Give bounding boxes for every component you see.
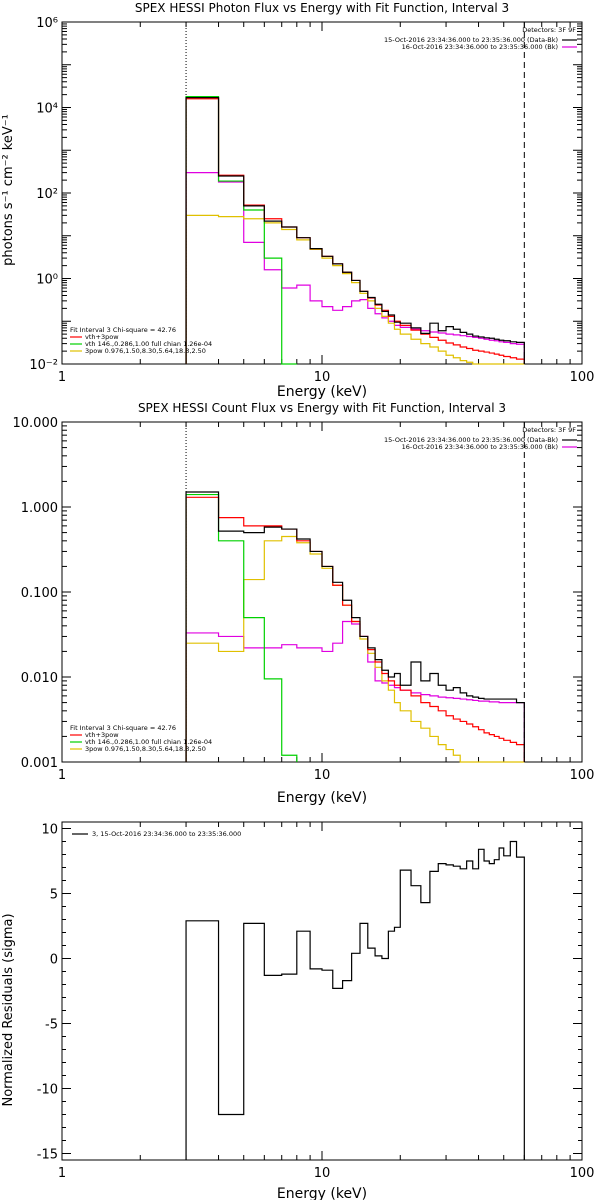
- count-flux-chart: SPEX HESSI Count Flux vs Energy with Fit…: [13, 401, 595, 806]
- x-tick-label: 100: [570, 1166, 595, 1181]
- x-tick-label: 1: [58, 370, 66, 385]
- x-tick-label: 1: [58, 768, 66, 783]
- y-tick-label: 0.100: [21, 586, 58, 601]
- photon-chart-ylabel: photons s⁻¹ cm⁻² keV⁻¹: [1, 114, 16, 266]
- series-resid-line: [185, 840, 525, 1160]
- y-tick-label: 10.000: [13, 416, 59, 431]
- legend-entry-text: vth+3pow: [85, 731, 119, 739]
- count-chart-title: SPEX HESSI Count Flux vs Energy with Fit…: [138, 401, 506, 415]
- y-tick-label: 0: [50, 953, 58, 968]
- x-tick-label: 10: [314, 1166, 331, 1181]
- y-tick-label: 1.000: [21, 501, 58, 516]
- photon-flux-chart: SPEX HESSI Photon Flux vs Energy with Fi…: [1, 1, 594, 400]
- y-tick-label: 0.010: [21, 671, 58, 686]
- y-tick-label: -5: [45, 1018, 58, 1033]
- y-tick-label: 10⁻²: [29, 358, 58, 373]
- legend-fit-header-text: Fit Interval 3 Chi-square = 42.76: [70, 326, 176, 334]
- x-tick-label: 100: [570, 370, 595, 385]
- legend-entry-text: 3pow 0.976,1.50,8.30,5.64,18.3,2.50: [85, 347, 206, 355]
- legend-detectors-text: Detectors: 3F 9F: [522, 26, 576, 34]
- y-tick-label: 10: [41, 823, 58, 838]
- photon-chart-plot-area: 1 10 100 10⁻² 10⁰ 10² 10⁴ 10⁶ Detectors: 3F 9F 15…: [29, 16, 594, 385]
- legend-entry-text: vth 146.,0.286,1.00 full chian 1.26e-04: [85, 340, 212, 348]
- residuals-chart-xlabel: Energy (keV): [277, 1186, 367, 1200]
- y-tick-label: 10⁶: [36, 16, 58, 31]
- legend-entry-text: vth+3pow: [85, 333, 119, 341]
- series-thermal-line: [185, 95, 297, 365]
- x-tick-label: 1: [58, 1166, 66, 1181]
- count-chart-plot-area: 1 10 100 0.001 0.010 0.100 1.000 10.000 Detector…: [13, 416, 595, 783]
- photon-chart-xlabel: Energy (keV): [277, 384, 367, 400]
- legend-detectors-text: Detectors: 3F 9F: [522, 426, 576, 434]
- legend-entry-text: 3pow 0.976,1.50,8.30,5.64,18.3,2.50: [85, 745, 206, 753]
- legend-entry-text: 15-Oct-2016 23:34:36.000 to 23:35:36.000…: [384, 436, 558, 444]
- y-tick-label: -10: [37, 1083, 58, 1098]
- legend-entry-text: vth 146.,0.286,1.00 full chian 1.26e-04: [85, 738, 212, 746]
- legend-fit-header-text: Fit Interval 3 Chi-square = 42.76: [70, 724, 176, 732]
- y-tick-label: 5: [50, 888, 58, 903]
- residuals-chart-ylabel: Normalized Residuals (sigma): [1, 913, 16, 1106]
- series-data-line: [185, 97, 525, 364]
- x-tick-label: 10: [314, 768, 331, 783]
- series-data-line: [185, 491, 525, 762]
- legend-entry-text: 16-Oct-2016 23:34:36.000 to 23:35:36.000…: [402, 43, 558, 51]
- y-tick-label: 10⁴: [36, 102, 58, 117]
- x-tick-label: 10: [314, 370, 331, 385]
- y-tick-label: 10⁰: [36, 273, 58, 288]
- y-tick-label: 10²: [36, 187, 58, 202]
- count-chart-xlabel: Energy (keV): [277, 790, 367, 806]
- legend-entry-text: 3, 15-Oct-2016 23:34:36.000 to 23:35:36.…: [92, 830, 241, 838]
- legend-entry-text: 15-Oct-2016 23:34:36.000 to 23:35:36.000…: [384, 36, 558, 44]
- y-tick-label: 0.001: [21, 756, 58, 771]
- photon-chart-title: SPEX HESSI Photon Flux vs Energy with Fi…: [135, 1, 509, 15]
- residuals-chart-plot-area: 1 10 100 -15 -10 -5 0 5 10 3, 15-Oct-2016 23:34:3…: [37, 821, 595, 1181]
- legend-entry-text: 16-Oct-2016 23:34:36.000 to 23:35:36.000…: [402, 443, 558, 451]
- residuals-chart: Energy (keV) Normalized Residuals (sigma…: [1, 821, 595, 1200]
- series-thermal-line: [185, 493, 298, 762]
- series-bk-line: [185, 172, 525, 364]
- y-tick-label: -15: [37, 1148, 58, 1163]
- x-tick-label: 100: [570, 768, 595, 783]
